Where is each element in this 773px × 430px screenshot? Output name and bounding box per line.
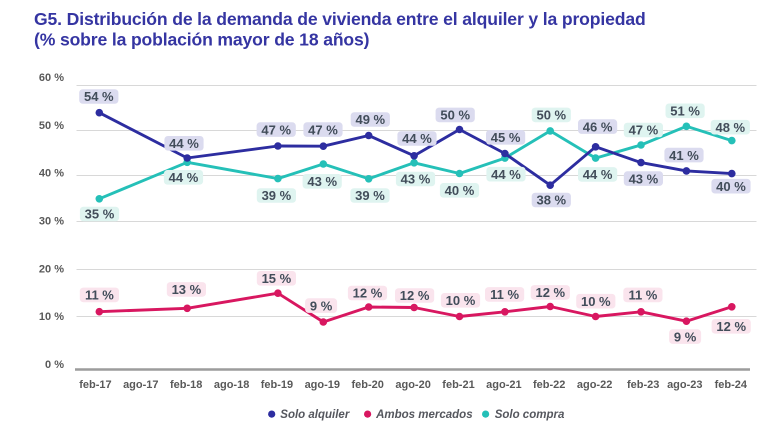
- svg-text:(% sobre la población mayor de: (% sobre la población mayor de 18 años): [34, 30, 369, 50]
- svg-text:43 %: 43 %: [629, 171, 659, 186]
- svg-text:44 %: 44 %: [169, 170, 199, 185]
- svg-text:50 %: 50 %: [39, 120, 64, 132]
- svg-text:47 %: 47 %: [308, 122, 338, 137]
- svg-text:39 %: 39 %: [355, 188, 385, 203]
- svg-text:13 %: 13 %: [172, 282, 202, 297]
- svg-text:46 %: 46 %: [583, 119, 613, 134]
- svg-text:ago-21: ago-21: [486, 379, 521, 391]
- svg-text:10 %: 10 %: [581, 294, 611, 309]
- svg-text:ago-20: ago-20: [395, 379, 430, 391]
- svg-text:feb-17: feb-17: [79, 379, 111, 391]
- svg-text:Solo alquiler: Solo alquiler: [280, 409, 350, 421]
- svg-text:44 %: 44 %: [402, 131, 432, 146]
- svg-text:47 %: 47 %: [629, 123, 659, 138]
- svg-text:11 %: 11 %: [628, 288, 657, 303]
- svg-text:12 %: 12 %: [353, 286, 383, 301]
- svg-text:41 %: 41 %: [669, 148, 699, 163]
- svg-text:51 %: 51 %: [670, 104, 700, 119]
- svg-text:47 %: 47 %: [261, 122, 291, 137]
- svg-text:ago-18: ago-18: [214, 379, 249, 391]
- svg-text:50 %: 50 %: [536, 108, 566, 123]
- svg-text:feb-18: feb-18: [170, 379, 202, 391]
- svg-text:43 %: 43 %: [401, 172, 431, 187]
- svg-text:Ambos mercados: Ambos mercados: [375, 409, 473, 421]
- svg-text:39 %: 39 %: [262, 188, 292, 203]
- svg-text:12 %: 12 %: [716, 319, 746, 334]
- svg-text:feb-21: feb-21: [442, 379, 474, 391]
- svg-text:38 %: 38 %: [536, 193, 566, 208]
- svg-text:ago-17: ago-17: [123, 379, 158, 391]
- svg-text:ago-22: ago-22: [577, 379, 612, 391]
- svg-text:48 %: 48 %: [715, 120, 745, 135]
- svg-text:44 %: 44 %: [491, 167, 521, 182]
- svg-text:11 %: 11 %: [85, 288, 114, 303]
- svg-text:ago-23: ago-23: [667, 379, 702, 391]
- svg-text:0 %: 0 %: [45, 359, 64, 371]
- svg-text:11 %: 11 %: [490, 287, 519, 302]
- svg-text:30 %: 30 %: [39, 216, 64, 228]
- svg-text:12 %: 12 %: [400, 288, 430, 303]
- svg-text:35 %: 35 %: [85, 207, 115, 222]
- svg-text:feb-23: feb-23: [627, 379, 659, 391]
- svg-text:44 %: 44 %: [583, 167, 613, 182]
- svg-text:feb-22: feb-22: [533, 379, 565, 391]
- svg-text:10 %: 10 %: [39, 311, 64, 323]
- svg-text:20 %: 20 %: [39, 263, 64, 275]
- svg-text:feb-19: feb-19: [261, 379, 293, 391]
- svg-text:9 %: 9 %: [310, 298, 333, 313]
- svg-text:50 %: 50 %: [440, 108, 470, 123]
- svg-text:feb-24: feb-24: [715, 379, 748, 391]
- svg-text:G5. Distribución de la demanda: G5. Distribución de la demanda de vivien…: [34, 9, 646, 29]
- svg-text:9 %: 9 %: [674, 329, 697, 344]
- svg-text:45 %: 45 %: [491, 130, 521, 145]
- svg-text:49 %: 49 %: [355, 112, 385, 127]
- svg-text:40 %: 40 %: [39, 168, 64, 180]
- svg-text:54 %: 54 %: [84, 89, 114, 104]
- svg-text:10 %: 10 %: [446, 293, 476, 308]
- svg-text:15 %: 15 %: [262, 271, 292, 286]
- svg-text:44 %: 44 %: [169, 136, 199, 151]
- svg-text:Solo compra: Solo compra: [495, 409, 565, 421]
- svg-text:60 %: 60 %: [39, 72, 64, 84]
- svg-text:feb-20: feb-20: [351, 379, 383, 391]
- svg-text:ago-19: ago-19: [305, 379, 340, 391]
- svg-text:40 %: 40 %: [716, 179, 746, 194]
- svg-text:43 %: 43 %: [307, 174, 337, 189]
- svg-text:40 %: 40 %: [445, 183, 475, 198]
- svg-text:12 %: 12 %: [535, 285, 565, 300]
